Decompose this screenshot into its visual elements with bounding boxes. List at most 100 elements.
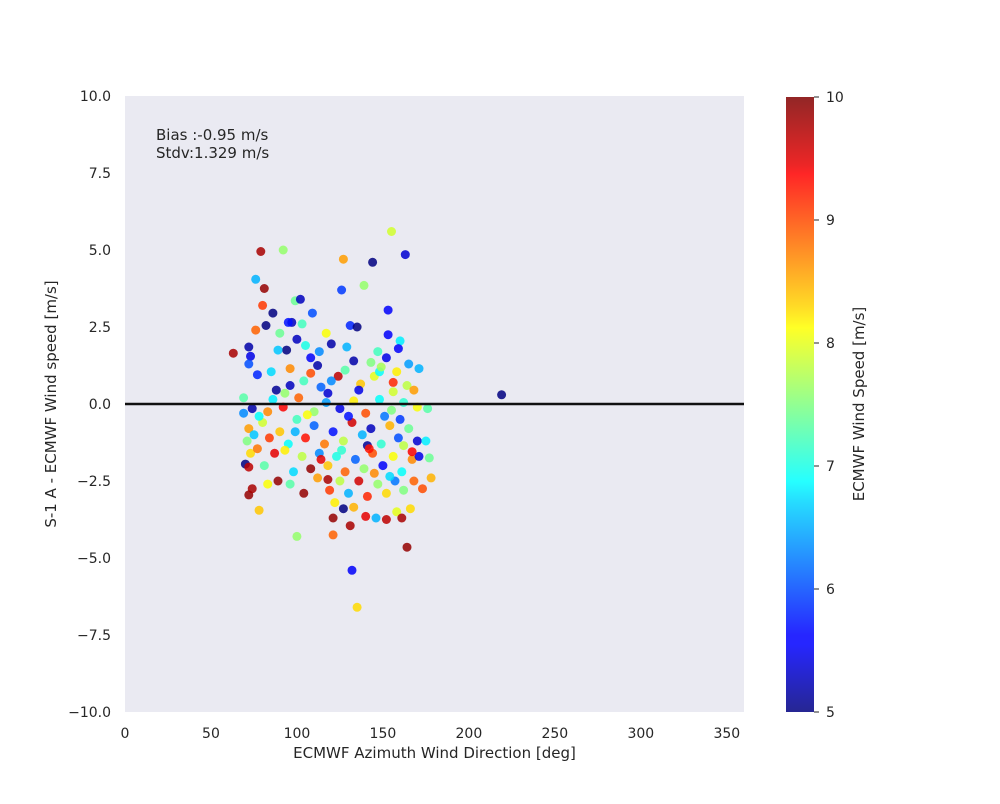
scatter-point — [327, 339, 336, 348]
y-tick-label: 2.5 — [89, 320, 111, 336]
scatter-point — [253, 444, 262, 453]
y-tick-label: 7.5 — [89, 166, 111, 182]
scatter-point — [251, 326, 260, 335]
scatter-point — [303, 410, 312, 419]
scatter-point — [353, 603, 362, 612]
scatter-point — [365, 444, 374, 453]
scatter-point — [265, 433, 274, 442]
scatter-point — [375, 395, 384, 404]
scatter-point — [353, 323, 362, 332]
scatter-point — [360, 281, 369, 290]
scatter-point — [415, 364, 424, 373]
scatter-point — [382, 515, 391, 524]
x-tick-label: 250 — [541, 726, 568, 742]
scatter-point — [387, 406, 396, 415]
scatter-point — [286, 480, 295, 489]
scatter-point — [497, 390, 506, 399]
scatter-point — [404, 360, 413, 369]
scatter-point — [396, 415, 405, 424]
scatter-point — [280, 446, 289, 455]
y-tick-label: 0.0 — [89, 397, 111, 413]
scatter-point — [248, 484, 257, 493]
scatter-point — [330, 498, 339, 507]
scatter-point — [317, 383, 326, 392]
scatter-point — [403, 543, 412, 552]
scatter-point — [370, 469, 379, 478]
scatter-point — [384, 330, 393, 339]
x-tick-label: 100 — [284, 726, 311, 742]
scatter-point — [299, 376, 308, 385]
scatter-point — [339, 504, 348, 513]
scatter-point — [315, 347, 324, 356]
scatter-point — [363, 492, 372, 501]
scatter-point — [323, 389, 332, 398]
x-tick-label: 0 — [121, 726, 130, 742]
scatter-point — [325, 486, 334, 495]
colorbar-tick-label: 5 — [826, 705, 835, 721]
scatter-point — [279, 246, 288, 255]
x-tick-label: 50 — [202, 726, 220, 742]
scatter-point — [274, 477, 283, 486]
scatter-point — [408, 447, 417, 456]
colorbar-tick-label: 6 — [826, 582, 835, 598]
scatter-point — [389, 378, 398, 387]
scatter-point — [361, 512, 370, 521]
scatter-point — [267, 367, 276, 376]
scatter-point — [255, 506, 264, 515]
scatter-point — [344, 412, 353, 421]
colorbar-tick-label: 9 — [826, 213, 835, 229]
scatter-point — [294, 393, 303, 402]
scatter-point — [306, 353, 315, 362]
scatter-point — [368, 258, 377, 267]
scatter-point — [392, 367, 401, 376]
scatter-point — [268, 309, 277, 318]
scatter-point — [389, 387, 398, 396]
scatter-point — [421, 437, 430, 446]
scatter-point — [372, 514, 381, 523]
scatter-point — [387, 227, 396, 236]
scatter-point — [348, 566, 357, 575]
scatter-point — [296, 295, 305, 304]
scatter-point — [361, 409, 370, 418]
scatter-point — [251, 275, 260, 284]
scatter-point — [377, 440, 386, 449]
scatter-point — [229, 349, 238, 358]
scatter-point — [239, 393, 248, 402]
scatter-point — [373, 480, 382, 489]
scatter-point — [401, 250, 410, 259]
colorbar-tick-label: 8 — [826, 336, 835, 352]
scatter-point — [397, 514, 406, 523]
scatter-point — [342, 343, 351, 352]
y-tick-label: −7.5 — [77, 628, 111, 644]
scatter-point — [248, 404, 257, 413]
scatter-point — [344, 489, 353, 498]
x-tick-label: 300 — [627, 726, 654, 742]
scatter-point — [360, 464, 369, 473]
scatter-point — [280, 389, 289, 398]
scatter-point — [284, 318, 293, 327]
scatter-point — [292, 335, 301, 344]
scatter-point — [337, 286, 346, 295]
scatter-point — [327, 376, 336, 385]
scatter-point — [341, 366, 350, 375]
scatter-point — [274, 346, 283, 355]
scatter-point — [337, 446, 346, 455]
scatter-point — [275, 329, 284, 338]
scatter-point — [306, 464, 315, 473]
scatter-point — [322, 398, 331, 407]
scatter-point — [268, 395, 277, 404]
scatter-point — [358, 430, 367, 439]
colorbar-ticks: 5 6 7 8 9 10 — [814, 90, 844, 721]
scatter-point — [382, 353, 391, 362]
scatter-point — [404, 424, 413, 433]
scatter-point — [286, 364, 295, 373]
scatter-point — [385, 472, 394, 481]
y-axis-label: S-1 A - ECMWF Wind speed [m/s] — [42, 280, 60, 527]
scatter-point — [286, 381, 295, 390]
y-tick-label: −2.5 — [77, 474, 111, 490]
colorbar-tick-label: 7 — [826, 459, 835, 475]
scatter-point — [243, 437, 252, 446]
scatter-point — [244, 343, 253, 352]
scatter-point — [378, 461, 387, 470]
scatter-point — [335, 404, 344, 413]
